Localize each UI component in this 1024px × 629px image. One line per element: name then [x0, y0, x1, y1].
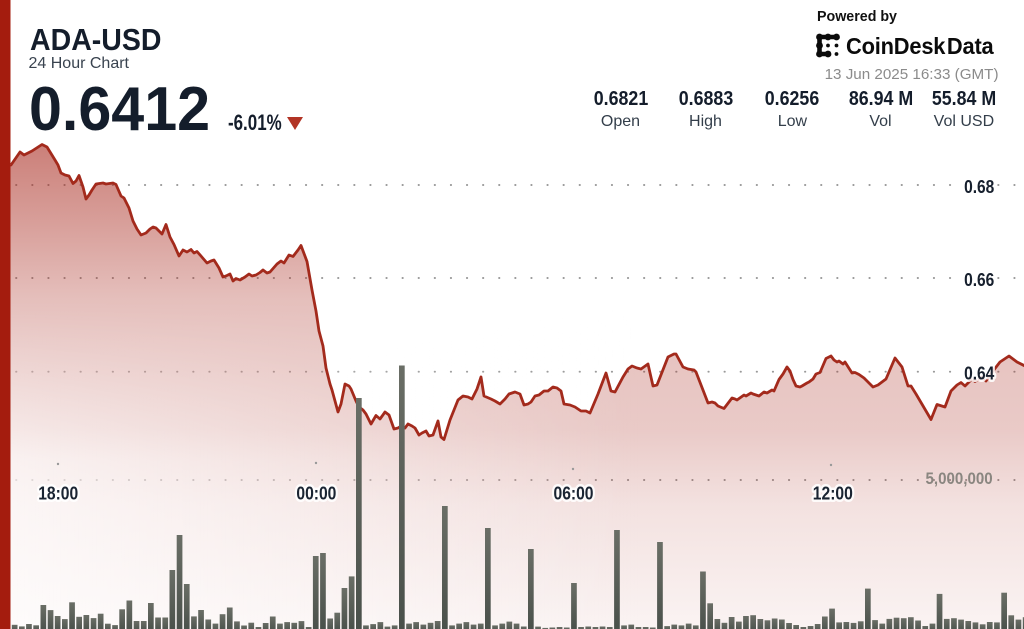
- svg-text:0.64: 0.64: [964, 364, 994, 384]
- svg-text:0.66: 0.66: [964, 270, 994, 290]
- svg-text:18:00: 18:00: [38, 484, 78, 504]
- svg-text:06:00: 06:00: [554, 484, 594, 504]
- svg-text:12:00: 12:00: [813, 484, 853, 504]
- svg-text:5,000,000: 5,000,000: [926, 469, 993, 488]
- svg-text:0.68: 0.68: [964, 177, 994, 197]
- svg-text:00:00: 00:00: [296, 484, 336, 504]
